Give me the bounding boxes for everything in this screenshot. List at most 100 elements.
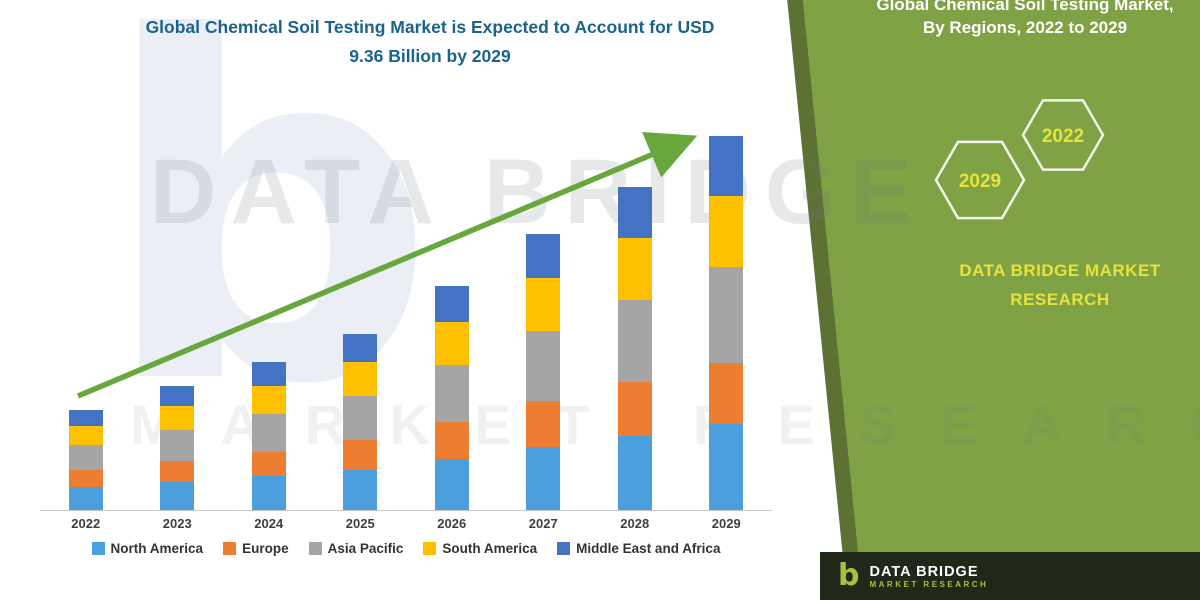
bar-segment-europe xyxy=(526,400,561,447)
side-panel-brand-line1: DATA BRIDGE MARKET xyxy=(959,261,1161,280)
legend-item: North America xyxy=(91,541,204,556)
bar-stack xyxy=(68,410,103,510)
x-axis-label-2025: 2025 xyxy=(345,516,375,531)
side-panel-brand-line2: RESEARCH xyxy=(1010,290,1110,309)
bar-segment-middle-east-and-africa xyxy=(709,136,744,197)
bar-segment-south-america xyxy=(343,362,378,396)
bar-segment-europe xyxy=(617,382,652,436)
side-panel-title: Global Chemical Soil Testing Market, By … xyxy=(855,0,1195,39)
bar-segment-europe xyxy=(251,451,286,476)
bar-segment-north-america xyxy=(160,481,195,510)
bar-segment-south-america xyxy=(160,406,195,430)
footer-sub-text: MARKET RESEARCH xyxy=(869,579,989,589)
legend-label: Asia Pacific xyxy=(327,541,404,556)
legend-swatch-icon xyxy=(308,542,322,555)
bar-segment-europe xyxy=(160,461,195,482)
bar-column-2022 xyxy=(40,410,132,510)
bar-segment-south-america xyxy=(68,426,103,445)
bar-segment-north-america xyxy=(343,469,378,510)
bar-segment-middle-east-and-africa xyxy=(343,334,378,363)
legend-swatch-icon xyxy=(557,542,571,555)
legend-swatch-icon xyxy=(91,542,105,555)
bar-segment-south-america xyxy=(526,278,561,331)
bar-segment-asia-pacific xyxy=(709,267,744,363)
legend-swatch-icon xyxy=(223,542,237,555)
x-axis-label-2026: 2026 xyxy=(437,516,467,531)
bar-segment-asia-pacific xyxy=(160,429,195,462)
chart-legend: North America Europe Asia Pacific South Ame… xyxy=(40,541,772,556)
bar-segment-asia-pacific xyxy=(617,299,652,383)
legend-swatch-icon xyxy=(423,542,437,555)
chart-title-line2: 9.36 Billion by 2029 xyxy=(349,46,511,66)
legend-label: South America xyxy=(442,541,538,556)
footer-logo-icon: b xyxy=(838,558,860,593)
bar-segment-middle-east-and-africa xyxy=(526,234,561,279)
bar-segment-south-america xyxy=(617,238,652,300)
bar-segment-north-america xyxy=(709,424,744,510)
bar-column-2029 xyxy=(681,136,773,510)
bar-stack xyxy=(343,334,378,510)
bar-segment-asia-pacific xyxy=(343,395,378,441)
bar-segment-north-america xyxy=(251,476,286,510)
bar-segment-middle-east-and-africa xyxy=(251,362,286,386)
legend-item: Asia Pacific xyxy=(308,541,404,556)
side-panel-title-line2: By Regions, 2022 to 2029 xyxy=(922,18,1128,37)
bar-stack xyxy=(160,386,195,510)
bar-segment-middle-east-and-africa xyxy=(434,286,469,323)
legend-label: Middle East and Africa xyxy=(576,541,721,556)
bar-stack xyxy=(251,362,286,510)
bar-column-2024 xyxy=(223,362,315,510)
footer-bar: b DATA BRIDGE MARKET RESEARCH xyxy=(820,552,1200,600)
bar-segment-middle-east-and-africa xyxy=(160,386,195,407)
hexagon-2022-label: 2022 xyxy=(1042,126,1084,147)
bar-column-2023 xyxy=(132,386,224,510)
x-axis-label-2029: 2029 xyxy=(711,516,741,531)
x-axis-label-2027: 2027 xyxy=(528,516,558,531)
chart-title: Global Chemical Soil Testing Market is E… xyxy=(60,13,800,71)
bar-segment-asia-pacific xyxy=(526,330,561,401)
legend-label: North America xyxy=(110,541,204,556)
x-axis-label-2024: 2024 xyxy=(254,516,284,531)
bar-stack xyxy=(709,136,744,510)
legend-item: Europe xyxy=(223,541,289,556)
x-axis: 2022 2023 2024 2025 2026 2027 2028 2029 xyxy=(40,516,772,531)
x-axis-label-2022: 2022 xyxy=(71,516,101,531)
bar-segment-europe xyxy=(343,440,378,470)
hexagon-2029-shape xyxy=(934,140,1026,220)
bar-segment-north-america xyxy=(617,435,652,510)
chart-plot-area xyxy=(40,108,772,511)
bar-segment-north-america xyxy=(434,458,469,510)
bar-segment-asia-pacific xyxy=(68,444,103,471)
bar-segment-asia-pacific xyxy=(434,364,469,422)
legend-label: Europe xyxy=(242,541,289,556)
bar-segment-asia-pacific xyxy=(251,413,286,452)
hexagon-2029-label: 2029 xyxy=(959,171,1001,192)
bar-stack xyxy=(434,286,469,510)
bar-column-2028 xyxy=(589,186,681,510)
bar-column-2025 xyxy=(315,334,407,510)
bar-segment-europe xyxy=(709,362,744,425)
legend-item: Middle East and Africa xyxy=(557,541,720,556)
bar-segment-south-america xyxy=(709,196,744,268)
bar-segment-south-america xyxy=(251,385,286,414)
legend-item: South America xyxy=(423,541,537,556)
bar-column-2026 xyxy=(406,286,498,510)
x-axis-label-2023: 2023 xyxy=(162,516,192,531)
bar-segment-north-america xyxy=(68,486,103,510)
bar-stack xyxy=(526,234,561,510)
hexagon-2022-shape xyxy=(1021,99,1105,171)
bar-segment-middle-east-and-africa xyxy=(68,410,103,427)
bar-series-container xyxy=(40,108,772,510)
bar-segment-north-america xyxy=(526,446,561,510)
x-axis-label-2028: 2028 xyxy=(620,516,650,531)
bar-stack xyxy=(617,186,652,510)
bar-segment-south-america xyxy=(434,322,469,365)
hexagon-badges: 2029 2022 xyxy=(934,99,1105,220)
bar-segment-middle-east-and-africa xyxy=(617,186,652,239)
chart-title-line1: Global Chemical Soil Testing Market is E… xyxy=(145,17,715,37)
bar-segment-europe xyxy=(68,470,103,487)
side-panel-brand: DATA BRIDGE MARKET RESEARCH xyxy=(930,256,1190,314)
side-panel-title-line1: Global Chemical Soil Testing Market, xyxy=(876,0,1174,14)
